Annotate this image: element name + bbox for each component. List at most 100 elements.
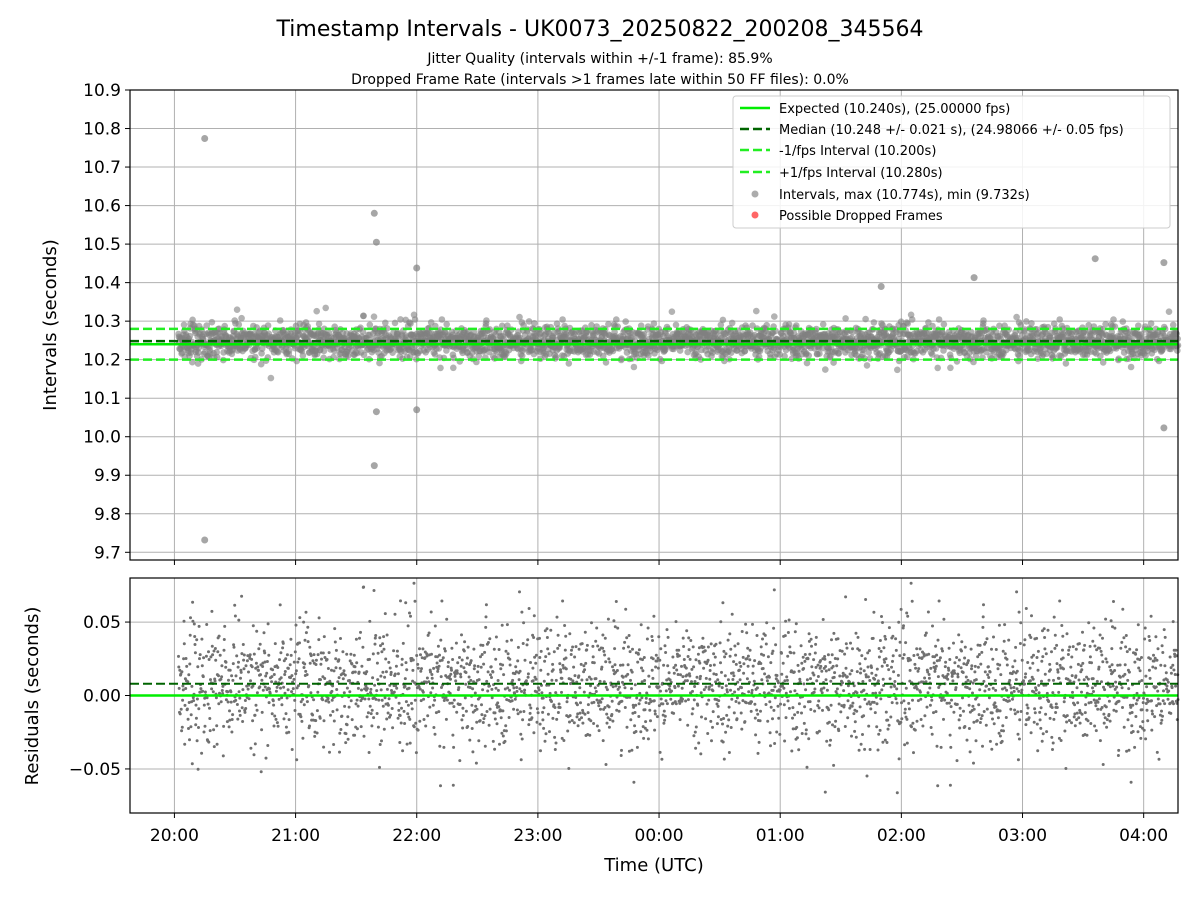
residual-point: [859, 742, 863, 746]
residual-point: [439, 675, 443, 679]
residual-point: [816, 663, 820, 667]
residual-point: [855, 670, 859, 674]
residual-point: [197, 624, 201, 628]
residual-point: [762, 691, 766, 695]
residual-point: [429, 610, 433, 614]
residual-point: [249, 746, 253, 750]
residual-point: [580, 678, 584, 682]
residual-point: [573, 674, 577, 678]
residual-point: [758, 719, 762, 723]
residual-point: [532, 614, 536, 618]
residual-point: [442, 745, 446, 749]
residual-point: [840, 649, 844, 653]
interval-point: [498, 322, 506, 330]
residual-point: [795, 725, 799, 729]
residual-point: [321, 698, 325, 702]
residual-point: [748, 648, 752, 652]
residual-point: [610, 699, 614, 703]
residual-point: [669, 697, 673, 701]
residual-point: [416, 666, 420, 670]
residual-point: [858, 705, 862, 709]
residual-point: [460, 718, 464, 722]
residual-point: [696, 703, 700, 707]
residual-point: [765, 621, 769, 625]
residual-point: [702, 645, 706, 649]
residual-point: [493, 747, 497, 751]
residual-point: [413, 599, 417, 603]
residual-point: [354, 702, 358, 706]
residual-point: [365, 670, 369, 674]
residual-point: [737, 668, 741, 672]
residual-point: [745, 677, 749, 681]
residual-point: [828, 743, 832, 747]
residual-point: [711, 710, 715, 714]
legend-label-plus-interval: +1/fps Interval (10.280s): [779, 166, 943, 181]
interval-point: [233, 306, 241, 314]
residual-point: [241, 688, 245, 692]
residual-point: [331, 684, 335, 688]
residual-point: [854, 735, 858, 739]
residual-point: [681, 636, 685, 640]
interval-point: [235, 321, 243, 328]
residual-point: [633, 724, 637, 728]
residual-point: [198, 657, 201, 661]
residual-point: [572, 721, 576, 725]
residual-point: [353, 665, 357, 669]
residual-point: [489, 673, 492, 677]
residual-point: [270, 712, 274, 716]
residual-point: [702, 666, 706, 670]
residual-point: [696, 652, 700, 656]
residual-point: [218, 653, 222, 657]
residual-point: [463, 696, 467, 700]
residual-point: [819, 659, 822, 663]
interval-point: [516, 313, 523, 321]
residual-point: [370, 708, 374, 712]
residual-point: [203, 690, 207, 694]
residual-point: [650, 635, 654, 638]
residual-point: [235, 703, 239, 706]
residual-point: [449, 677, 452, 681]
residual-point: [506, 652, 510, 656]
residual-point: [564, 667, 568, 671]
residual-point: [568, 720, 571, 724]
residual-point: [266, 622, 270, 626]
residual-point: [519, 710, 522, 714]
residual-point: [376, 725, 380, 729]
residual-point: [271, 668, 275, 672]
residual-point: [392, 690, 396, 694]
residual-point: [186, 717, 190, 721]
residual-point: [569, 653, 573, 656]
residual-point: [801, 655, 805, 659]
residual-point: [788, 645, 792, 649]
residual-point: [497, 705, 501, 709]
residual-point: [704, 717, 708, 721]
residual-point: [526, 638, 530, 642]
residual-point: [488, 684, 491, 688]
residual-point: [195, 697, 199, 701]
residual-point: [231, 662, 235, 666]
residual-point: [573, 655, 577, 659]
residual-point: [753, 659, 757, 663]
interval-point: [264, 322, 272, 329]
residual-point: [537, 688, 541, 692]
residual-point: [531, 679, 535, 683]
interval-point: [293, 357, 301, 365]
residual-point: [302, 703, 306, 707]
residual-point: [703, 649, 707, 653]
residual-point: [346, 737, 350, 741]
residual-point: [593, 686, 597, 690]
residual-point: [305, 673, 309, 677]
residual-point: [287, 718, 291, 722]
residual-point: [516, 712, 520, 716]
residual-point: [464, 682, 468, 686]
residual-point: [803, 705, 807, 709]
residual-point: [808, 700, 812, 704]
residual-point: [617, 685, 621, 689]
residual-point: [768, 700, 772, 704]
residual-point: [279, 651, 283, 655]
residual-point: [589, 719, 593, 723]
interval-point: [360, 312, 367, 320]
interval-point: [344, 352, 352, 360]
residual-point: [384, 670, 388, 674]
residual-point: [717, 699, 721, 703]
